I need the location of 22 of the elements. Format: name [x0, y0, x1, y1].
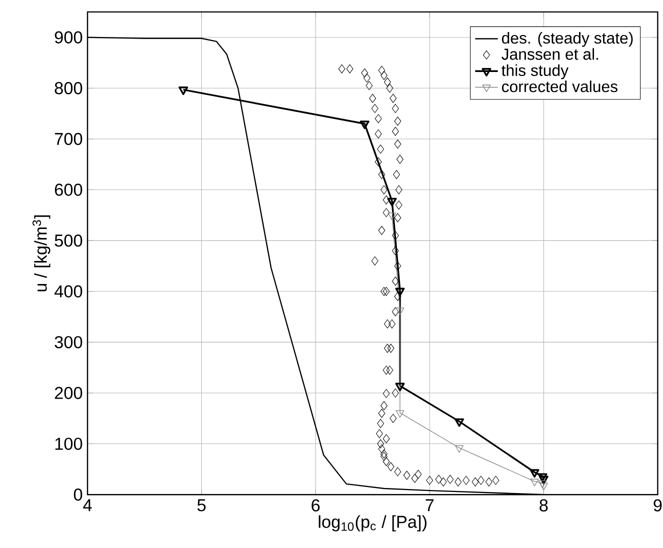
legend-label: this study — [502, 64, 568, 80]
y-tick-label: 300 — [54, 336, 82, 348]
y-axis-title: u / [kg/m$^{3}$] — [32, 216, 50, 292]
x-tick-label: 7 — [426, 499, 434, 512]
y-tick-label: 800 — [54, 82, 82, 94]
y-tick-label: 900 — [54, 31, 82, 44]
y-tick-label: 0 — [74, 488, 82, 501]
x-tick-label: 4 — [83, 499, 92, 512]
x-tick-label: 6 — [312, 499, 320, 512]
y-tick-label: 400 — [54, 285, 82, 298]
x-tick-label: 5 — [197, 499, 206, 512]
y-tick-label: 600 — [54, 184, 82, 196]
y-tick-label: 100 — [55, 438, 82, 450]
x-axis-title: log$_{10}$(p$_{c}$ / [Pa]) — [318, 515, 426, 532]
x-tick-label: 8 — [540, 499, 548, 512]
y-tick-label: 200 — [54, 387, 82, 400]
legend-label: des. (steady state) — [502, 32, 633, 48]
y-tick-label: 500 — [54, 234, 82, 247]
x-tick-label: 9 — [654, 499, 662, 512]
y-tick-label: 700 — [54, 133, 82, 146]
legend-label: Janssen et al. — [502, 48, 598, 60]
legend-label: corrected values — [502, 80, 618, 92]
